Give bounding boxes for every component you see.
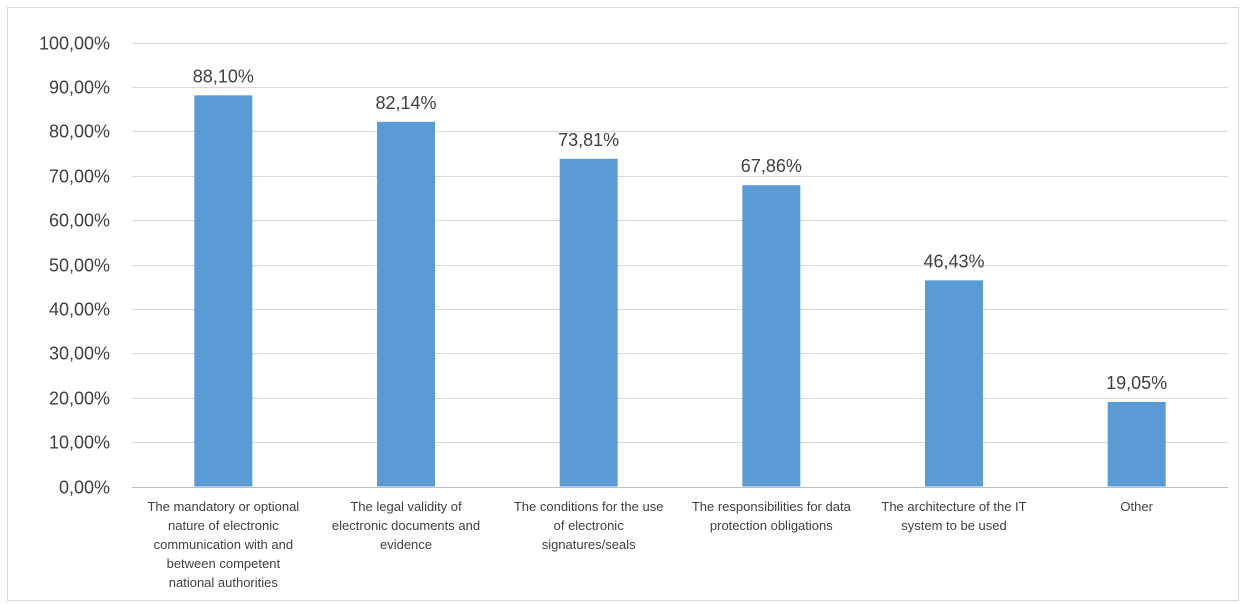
- x-tick-label: The mandatory or optional nature of elect…: [147, 499, 299, 590]
- x-axis-labels: The mandatory or optional nature of elect…: [147, 499, 1153, 590]
- bar: [194, 95, 253, 487]
- y-tick-label: 70,00%: [49, 167, 110, 187]
- x-tick-label-line: electronic documents and: [332, 518, 480, 533]
- y-tick-label: 60,00%: [49, 211, 110, 231]
- x-tick-label-line: The responsibilities for data: [692, 499, 852, 514]
- x-tick-label-line: nature of electronic: [168, 518, 279, 533]
- y-tick-label: 40,00%: [49, 300, 110, 320]
- x-tick-label-line: protection obligations: [710, 518, 833, 533]
- x-tick-label-line: signatures/seals: [542, 537, 636, 552]
- data-label: 88,10%: [193, 66, 254, 86]
- y-tick-label: 50,00%: [49, 256, 110, 276]
- bar: [742, 185, 801, 487]
- data-label: 19,05%: [1106, 373, 1167, 393]
- data-label: 73,81%: [558, 130, 619, 150]
- y-tick-label: 80,00%: [49, 122, 110, 142]
- y-axis-ticks: 0,00% 10,00% 20,00% 30,00% 40,00% 50,00% 60,00…: [39, 34, 110, 498]
- y-tick-label: 30,00%: [49, 344, 110, 364]
- bar: [1107, 401, 1166, 487]
- x-tick-label: The legal validity of electronic document…: [332, 499, 480, 552]
- data-label: 46,43%: [923, 251, 984, 271]
- x-tick-label-line: national authorities: [169, 575, 279, 590]
- x-tick-label: The responsibilities for data protection …: [692, 499, 852, 533]
- bar: [377, 121, 435, 487]
- x-tick-label-line: The legal validity of: [350, 499, 462, 514]
- y-tick-label: 20,00%: [49, 389, 110, 409]
- y-tick-label: 100,00%: [39, 34, 110, 54]
- x-tick-label-line: Other: [1120, 499, 1153, 514]
- x-tick-label: The architecture of the IT system to be u…: [881, 499, 1026, 533]
- bars: [194, 95, 1166, 487]
- x-tick-label-line: system to be used: [901, 518, 1007, 533]
- x-tick-label-line: between competent: [167, 556, 281, 571]
- x-tick-label-line: The conditions for the use: [514, 499, 664, 514]
- gridlines: [132, 43, 1228, 488]
- y-tick-label: 90,00%: [49, 78, 110, 98]
- x-tick-label-line: of electronic: [554, 518, 625, 533]
- data-label: 67,86%: [741, 156, 802, 176]
- x-tick-label-line: evidence: [380, 537, 432, 552]
- data-label: 82,14%: [375, 93, 436, 113]
- x-tick-label-line: communication with and: [154, 537, 293, 552]
- x-tick-label: The conditions for the use of electronic s…: [514, 499, 664, 552]
- data-labels: 88,10% 82,14% 73,81% 67,86% 46,43% 19,05%: [193, 66, 1167, 393]
- x-tick-label-line: The mandatory or optional: [147, 499, 299, 514]
- y-tick-label: 10,00%: [49, 433, 110, 453]
- x-tick-label: Other: [1120, 499, 1153, 514]
- bar: [559, 158, 618, 487]
- y-tick-label: 0,00%: [59, 478, 110, 498]
- x-tick-label-line: The architecture of the IT: [881, 499, 1026, 514]
- bar: [925, 280, 983, 487]
